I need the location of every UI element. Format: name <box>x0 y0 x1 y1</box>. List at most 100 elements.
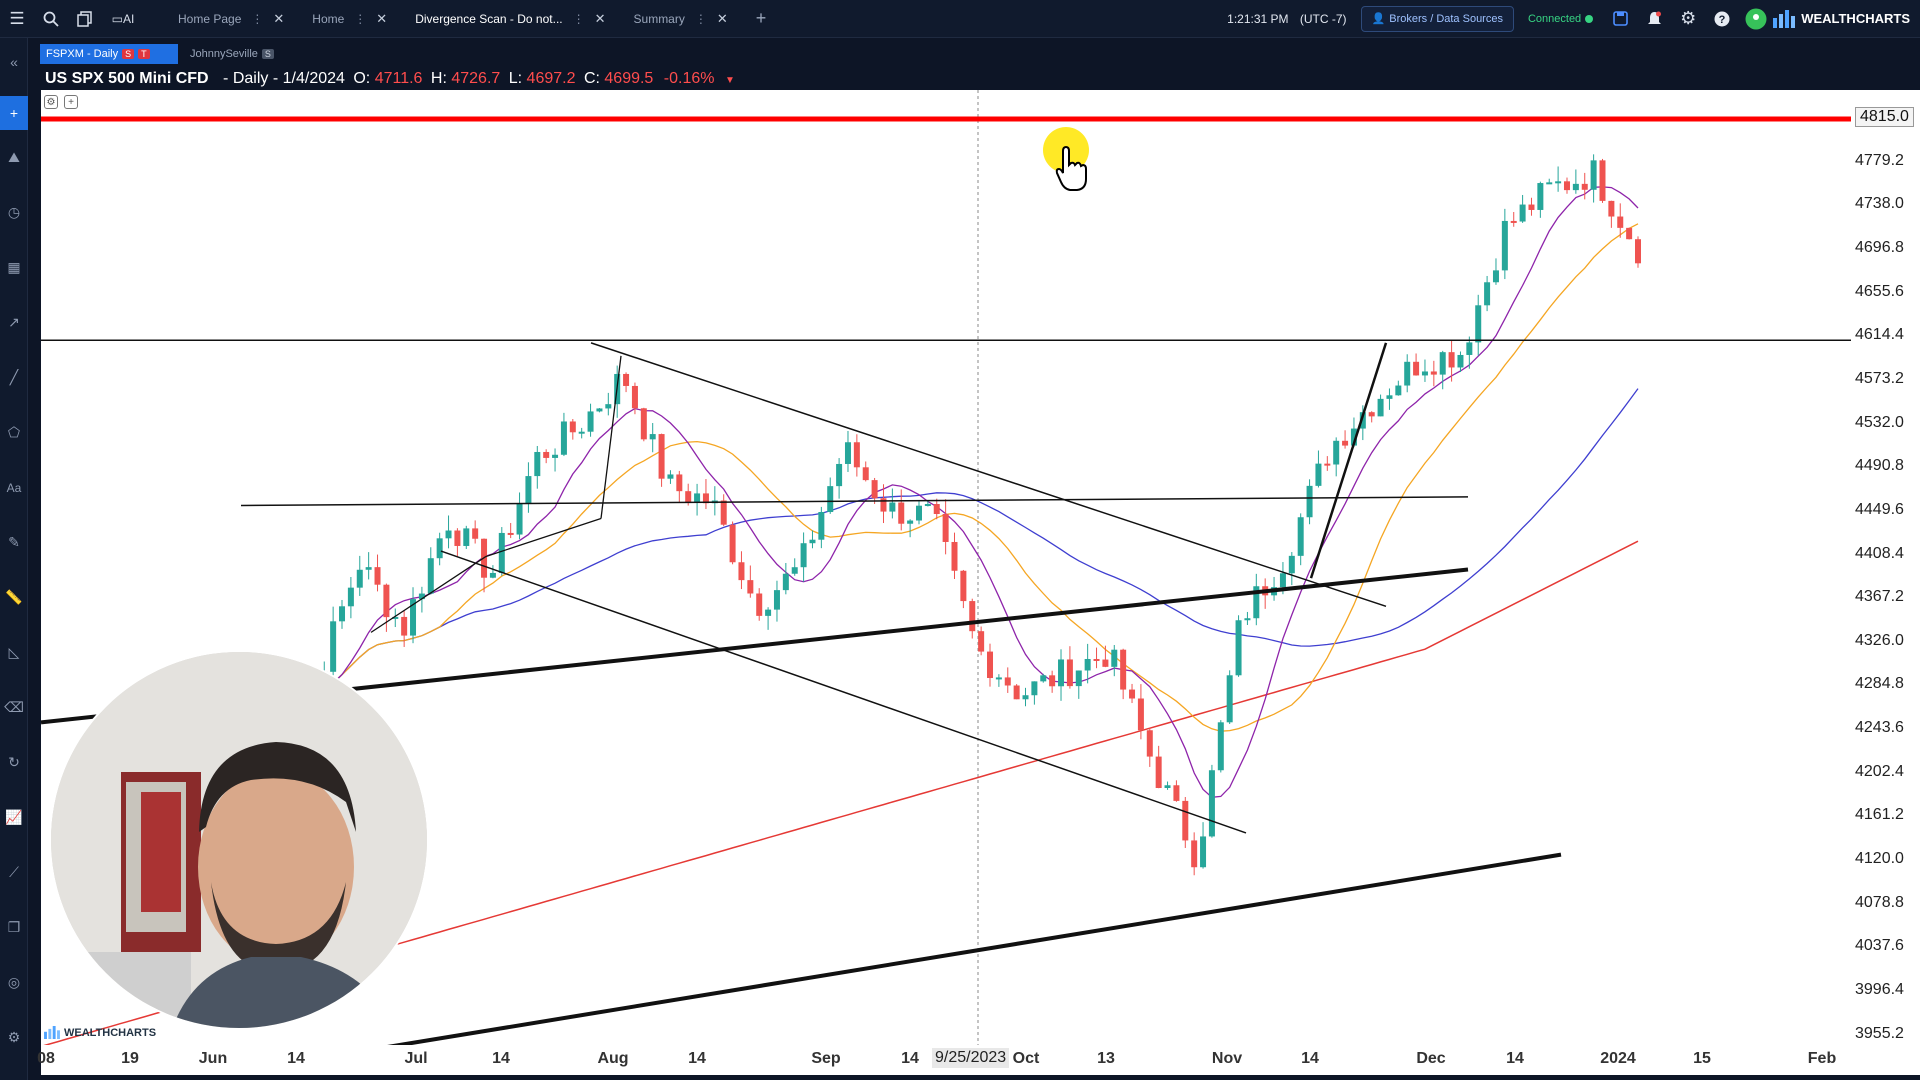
settings-tool-icon[interactable]: ⚙ <box>7 1029 21 1045</box>
clock-tool-icon[interactable]: ◷ <box>7 204 21 220</box>
brokers-button[interactable]: 👤 Brokers / Data Sources <box>1360 5 1514 32</box>
rotate-tool-icon[interactable]: ↻ <box>8 754 20 770</box>
candle-body <box>525 476 532 504</box>
candle-body <box>1395 385 1402 396</box>
symbol-tab-fspxm[interactable]: FSPXM - Daily S T <box>40 44 178 64</box>
candle-body <box>960 570 967 602</box>
time-tick-label: Sep <box>811 1050 841 1067</box>
close-icon[interactable]: ✕ <box>376 10 388 26</box>
candle-body <box>1572 183 1579 191</box>
symbol-tab-johnnyseville[interactable]: JohnnySeville S <box>184 44 280 64</box>
tab-divergence-scan[interactable]: Divergence Scan - Do not... ⋮ ✕ <box>401 0 619 38</box>
menu-icon[interactable]: ☰ <box>9 8 25 28</box>
candle-body <box>907 520 914 524</box>
candle-body <box>1235 620 1242 676</box>
price-tick-label: 4120.0 <box>1855 850 1904 868</box>
candle-body <box>1217 722 1224 771</box>
candle-body <box>898 502 905 524</box>
candle-body <box>1546 182 1553 185</box>
tab-menu-icon[interactable]: ⋮ <box>694 11 707 26</box>
time-axis[interactable]: 08 19 Jun 14 Jul 14 Aug 14 Sep 14 Oct 13 Nov 14 Dec 14 2… <box>37 1045 1920 1075</box>
line-tool-icon[interactable]: ╱ <box>9 369 19 385</box>
tab-menu-icon[interactable]: ⋮ <box>572 11 585 26</box>
close-icon[interactable]: ✕ <box>594 10 606 26</box>
close-icon[interactable]: ✕ <box>716 10 728 26</box>
crosshair-tool-icon[interactable]: + <box>0 96 28 130</box>
candle-body <box>1430 371 1437 375</box>
ohlc-readout: US SPX 500 Mini CFD - Daily - 1/4/2024 O… <box>45 70 735 88</box>
add-indicator-icon[interactable]: + <box>64 95 78 109</box>
date-sep: - <box>272 70 279 87</box>
webcam-overlay <box>49 650 429 1030</box>
connection-label: Connected <box>1527 12 1582 25</box>
ai-icon[interactable]: ▭AI <box>111 11 135 26</box>
layers-icon[interactable] <box>68 0 102 38</box>
zigzag-line <box>600 355 622 519</box>
tab-summary[interactable]: Summary ⋮ ✕ <box>620 0 742 38</box>
location-icon[interactable] <box>1739 0 1773 38</box>
high-label: H: <box>430 70 447 87</box>
tab-home-page[interactable]: Home Page ⋮ ✕ <box>164 0 298 38</box>
price-tick-label: 4078.8 <box>1855 893 1904 911</box>
candle-body <box>951 541 958 571</box>
measure-tool-icon[interactable]: ◺ <box>8 644 20 660</box>
chart-tool-icon[interactable]: 📈 <box>5 809 23 825</box>
connection-status: Connected <box>1527 12 1594 25</box>
candle-body <box>827 486 834 513</box>
time-tick-label: Oct <box>1012 1050 1040 1067</box>
close-icon[interactable]: ✕ <box>273 10 285 26</box>
candle-body <box>756 593 763 616</box>
time-tick-label: 14 <box>287 1050 305 1067</box>
candle-body <box>623 373 630 386</box>
price-marker: 4815.0 <box>1855 107 1914 127</box>
upper-wedge-line <box>240 496 1469 507</box>
ruler-tool-icon[interactable]: 📏 <box>5 589 23 605</box>
timezone-text: (UTC -7) <box>1299 11 1347 26</box>
search-icon[interactable] <box>34 0 68 38</box>
change-value: -0.16% <box>663 70 715 87</box>
candle-body <box>738 562 745 581</box>
candle-body <box>498 532 505 573</box>
user-icon: 👤 <box>1371 13 1386 25</box>
add-tab-icon[interactable]: + <box>755 8 767 28</box>
tab-menu-icon[interactable]: ⋮ <box>251 11 264 26</box>
candle-body <box>649 434 656 440</box>
price-axis[interactable]: 4779.2 4738.0 4696.8 4655.6 4614.4 4573.2 4532… <box>1851 90 1920 1045</box>
trend-tool-icon[interactable]: ↗ <box>8 314 20 330</box>
time-tick-label: 14 <box>901 1050 919 1067</box>
candle-body <box>1297 517 1304 556</box>
help-icon[interactable]: ? <box>1705 0 1739 38</box>
gear-icon[interactable]: ⚙ <box>1680 8 1697 28</box>
candle-body <box>1475 305 1482 343</box>
pencil-tool-icon[interactable]: ✎ <box>8 534 20 550</box>
settings-icon[interactable]: ⚙ <box>44 95 58 109</box>
candle-body <box>720 500 727 525</box>
indicator-tool-icon[interactable]: ⛰ <box>8 149 20 165</box>
candle-body <box>1031 681 1038 696</box>
tab-home[interactable]: Home ⋮ ✕ <box>298 0 401 38</box>
shape-tool-icon[interactable]: ⬠ <box>7 424 21 440</box>
save-icon[interactable] <box>1603 0 1637 38</box>
chart-canvas[interactable] <box>0 90 1851 1069</box>
time-tick-label: 15 <box>1693 1050 1711 1067</box>
text-tool-icon[interactable]: Aa <box>6 480 22 495</box>
calendar-tool-icon[interactable]: ▦ <box>7 259 21 275</box>
target-tool-icon[interactable]: ◎ <box>7 974 21 990</box>
ma-9-line <box>270 186 1639 798</box>
eraser-tool-icon[interactable]: ⌫ <box>4 699 24 715</box>
tab-menu-icon[interactable]: ⋮ <box>354 11 367 26</box>
copy-tool-icon[interactable]: ❐ <box>7 919 21 935</box>
chevron-down-icon[interactable]: ▼ <box>724 75 735 86</box>
tab-label: Home <box>312 11 345 26</box>
hand-cursor-icon <box>1055 145 1087 191</box>
candle-body <box>1510 220 1517 223</box>
watermark-text: WEALTHCHARTS <box>64 1026 157 1039</box>
collapse-icon[interactable]: « <box>10 54 18 70</box>
price-tick-label: 3955.2 <box>1855 1024 1904 1042</box>
bell-icon[interactable] <box>1637 0 1671 38</box>
candle-body <box>365 567 372 570</box>
price-tick-label: 4367.2 <box>1855 588 1904 606</box>
candle-body <box>339 606 346 622</box>
zigzag-tool-icon[interactable]: ⟋ <box>9 864 19 880</box>
price-tick-label: 4779.2 <box>1855 151 1904 169</box>
